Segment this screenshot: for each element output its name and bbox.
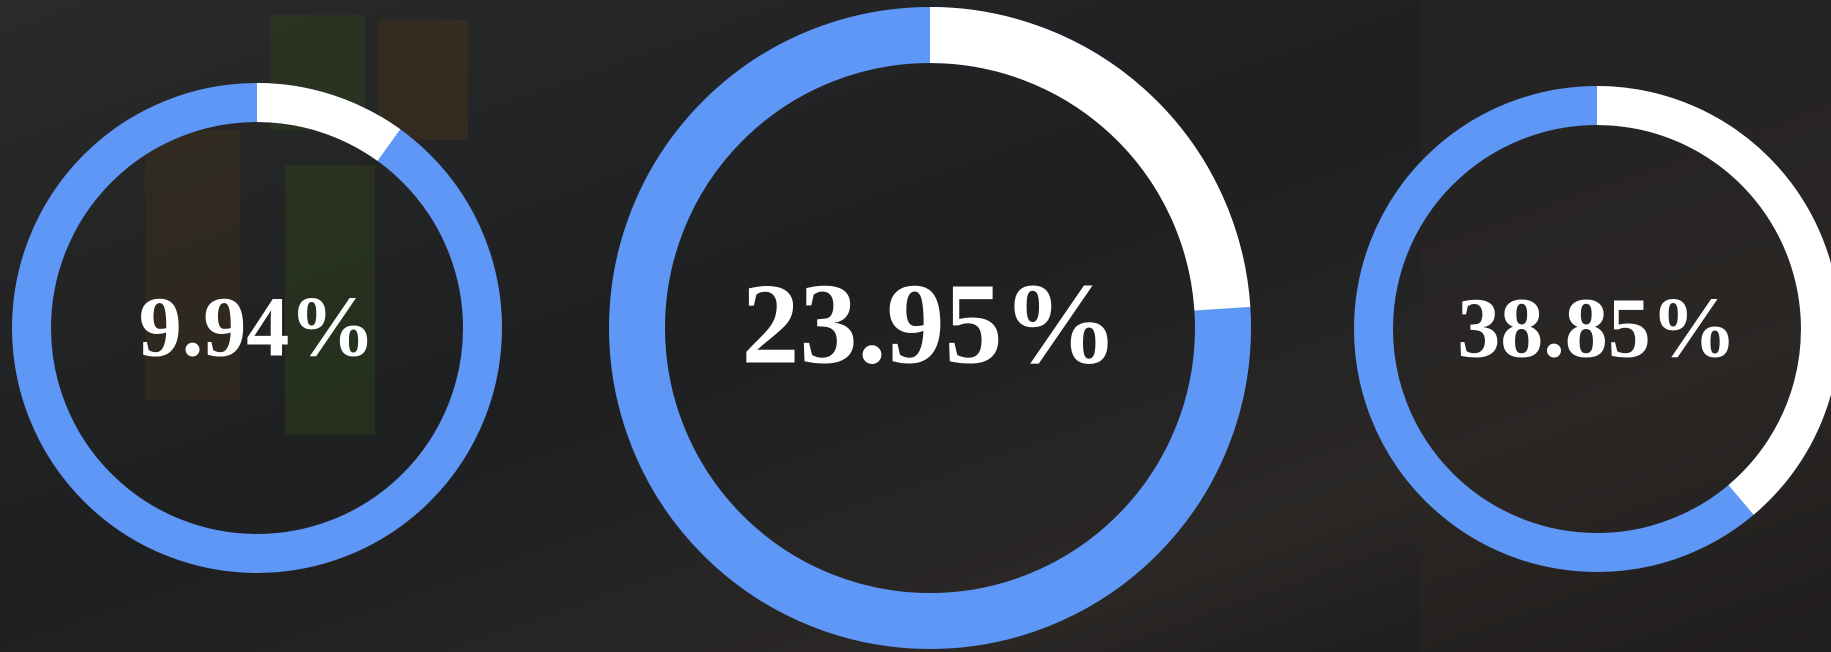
background-decor xyxy=(378,20,468,140)
gauge-arc xyxy=(1596,86,1831,515)
background-decor xyxy=(285,165,375,435)
gauge-arc xyxy=(929,7,1251,311)
value-label: 38.85% xyxy=(1457,280,1737,376)
gauge-arc xyxy=(256,83,401,162)
value-label: 23.95% xyxy=(742,261,1119,389)
value-label: 9.94% xyxy=(139,279,376,375)
background-decor xyxy=(145,130,240,400)
